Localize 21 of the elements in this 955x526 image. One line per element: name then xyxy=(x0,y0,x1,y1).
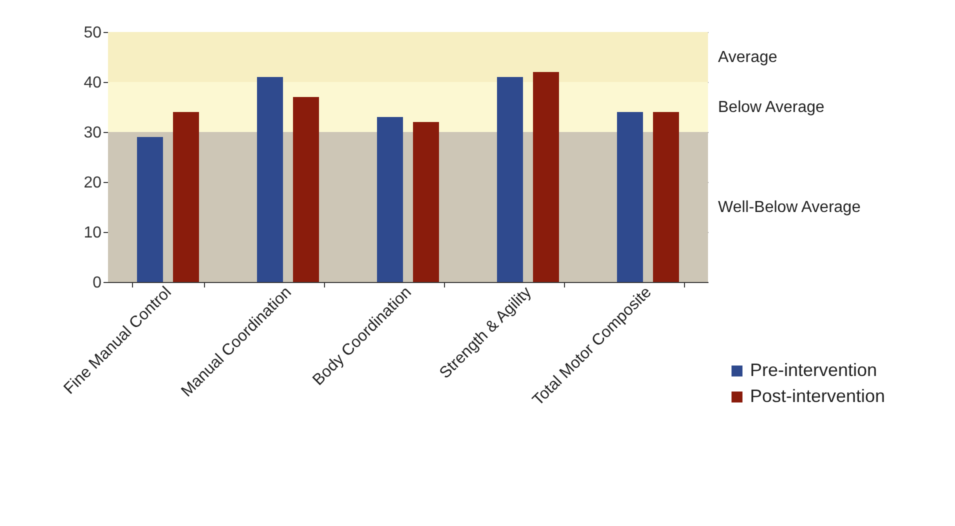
bar xyxy=(293,97,319,282)
legend-label: Post-intervention xyxy=(750,386,886,406)
y-tick-label: 50 xyxy=(84,24,102,42)
bar xyxy=(497,77,523,282)
bar xyxy=(173,112,199,282)
bar xyxy=(617,112,643,282)
bar xyxy=(377,117,403,282)
y-tick-label: 10 xyxy=(84,224,102,242)
bar xyxy=(257,77,283,282)
bar xyxy=(653,112,679,282)
y-tick-label: 30 xyxy=(84,124,102,142)
band-label: Below Average xyxy=(718,99,825,116)
bar xyxy=(533,72,559,282)
band-label: Well-Below Average xyxy=(718,199,861,216)
band-label: Average xyxy=(718,49,778,66)
bar xyxy=(137,137,163,282)
y-tick-label: 40 xyxy=(84,74,102,92)
y-tick-label: 0 xyxy=(92,274,102,292)
legend-label: Pre-intervention xyxy=(750,360,878,380)
bar xyxy=(413,122,439,282)
y-tick-label: 20 xyxy=(84,174,102,192)
